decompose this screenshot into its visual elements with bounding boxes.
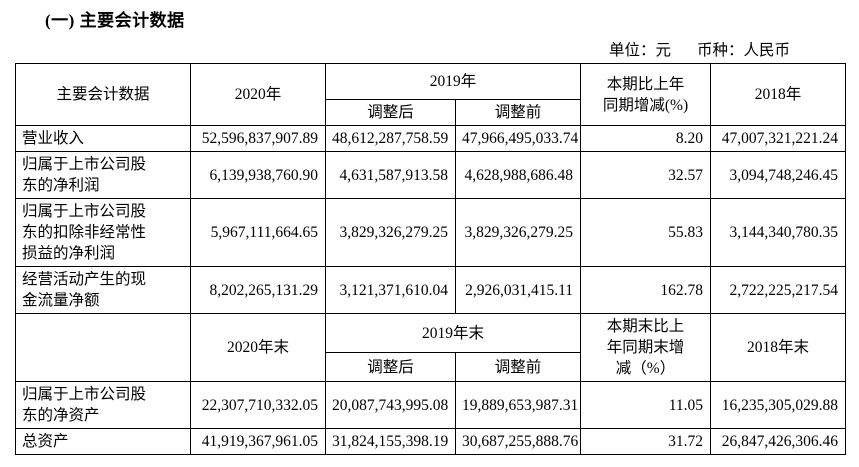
cell-value: 52,596,837,907.89 bbox=[190, 125, 326, 152]
cell-value: 31,824,155,398.19 bbox=[325, 428, 456, 455]
header-adjusted-after-end: 调整后 bbox=[325, 352, 456, 382]
accounting-data-table: 主要会计数据 2020年 2019年 本期比上年 同期增减(%) 2018年 调… bbox=[15, 63, 847, 455]
balance-subheader-row: 调整后 调整前 bbox=[16, 352, 846, 382]
cell-value: 11.05 bbox=[580, 381, 712, 429]
header-change-pct: 本期比上年 同期增减(%) bbox=[580, 63, 712, 126]
cell-value: 55.83 bbox=[580, 198, 712, 267]
cell-value: 16,235,305,029.88 bbox=[710, 381, 847, 429]
header-adjusted-before-end: 调整前 bbox=[454, 352, 582, 382]
header-adjusted-after: 调整后 bbox=[325, 99, 456, 126]
cell-value: 26,847,426,306.46 bbox=[710, 428, 847, 455]
table-row-revenue: 营业收入 52,596,837,907.89 48,612,287,758.59… bbox=[15, 125, 847, 152]
row-label: 归属于上市公司股 东的扣除非经常性 损益的净利润 bbox=[15, 198, 191, 267]
row-label: 总资产 bbox=[15, 428, 191, 455]
cell-value: 41,919,367,961.05 bbox=[190, 428, 326, 455]
cell-value: 4,628,988,686.48 bbox=[454, 151, 582, 199]
balance-header-row: 2020年末 2019年末 本期末比上 年同期末增 减（%） 2018年末 bbox=[15, 312, 847, 382]
row-label: 营业收入 bbox=[15, 125, 191, 152]
cell-value: 2,926,031,415.11 bbox=[454, 266, 582, 314]
header-2019-end-group: 2019年末 bbox=[324, 312, 582, 354]
header-2020: 2020年 bbox=[190, 63, 326, 126]
header-end-change-pct: 本期末比上 年同期末增 减（%） bbox=[580, 313, 712, 382]
cell-value: 162.78 bbox=[580, 266, 712, 314]
cell-value: 30,687,255,888.76 bbox=[454, 428, 582, 455]
cell-value: 32.57 bbox=[580, 151, 712, 199]
period-header-row: 主要会计数据 2020年 2019年 本期比上年 同期增减(%) 2018年 bbox=[15, 63, 847, 126]
cell-value: 20,087,743,995.08 bbox=[325, 381, 456, 429]
row-label: 经营活动产生的现 金流量净额 bbox=[15, 266, 191, 314]
unit-note: 单位：元 币种：人民币 bbox=[15, 38, 845, 60]
cell-value: 47,007,321,221.24 bbox=[710, 125, 847, 152]
period-subheader-row: 调整后 调整前 bbox=[16, 99, 846, 126]
header-2018-end: 2018年末 bbox=[710, 313, 847, 382]
cell-value: 3,829,326,279.25 bbox=[454, 198, 582, 267]
cell-value: 2,722,225,217.54 bbox=[710, 266, 847, 314]
header-main-label: 主要会计数据 bbox=[15, 63, 191, 126]
table-row-operating-cash-flow: 经营活动产生的现 金流量净额 8,202,265,131.29 3,121,37… bbox=[15, 266, 847, 314]
cell-value: 8,202,265,131.29 bbox=[190, 266, 326, 314]
header-empty-cell bbox=[15, 313, 191, 382]
row-label: 归属于上市公司股 东的净利润 bbox=[15, 151, 191, 199]
cell-value: 3,094,748,246.45 bbox=[710, 151, 847, 199]
cell-value: 31.72 bbox=[580, 428, 712, 455]
cell-value: 3,829,326,279.25 bbox=[325, 198, 456, 267]
cell-value: 8.20 bbox=[580, 125, 712, 152]
cell-value: 5,967,111,664.65 bbox=[190, 198, 326, 267]
table-row-net-profit: 归属于上市公司股 东的净利润 6,139,938,760.90 4,631,58… bbox=[15, 151, 847, 199]
cell-value: 47,966,495,033.74 bbox=[454, 125, 582, 152]
unit-label: 单位：元 bbox=[608, 42, 671, 59]
header-2019-group: 2019年 bbox=[324, 63, 582, 100]
section-title: (一) 主要会计数据 bbox=[45, 11, 185, 30]
header-2018: 2018年 bbox=[710, 63, 847, 126]
cell-value: 48,612,287,758.59 bbox=[325, 125, 456, 152]
cell-value: 6,139,938,760.90 bbox=[190, 151, 326, 199]
cell-value: 19,889,653,987.31 bbox=[454, 381, 582, 429]
header-adjusted-before: 调整前 bbox=[454, 99, 582, 126]
cell-value: 3,121,371,610.04 bbox=[325, 266, 456, 314]
row-label: 归属于上市公司股 东的净资产 bbox=[15, 381, 191, 429]
cell-value: 4,631,587,913.58 bbox=[325, 151, 456, 199]
currency-label: 币种：人民币 bbox=[696, 42, 790, 59]
cell-value: 3,144,340,780.35 bbox=[710, 198, 847, 267]
table-row-net-profit-excl-nonrecurring: 归属于上市公司股 东的扣除非经常性 损益的净利润 5,967,111,664.6… bbox=[15, 198, 847, 267]
table-row-total-assets: 总资产 41,919,367,961.05 31,824,155,398.19 … bbox=[15, 428, 847, 455]
header-2020-end: 2020年末 bbox=[190, 313, 326, 382]
table-row-net-assets: 归属于上市公司股 东的净资产 22,307,710,332.05 20,087,… bbox=[15, 381, 847, 429]
cell-value: 22,307,710,332.05 bbox=[190, 381, 326, 429]
